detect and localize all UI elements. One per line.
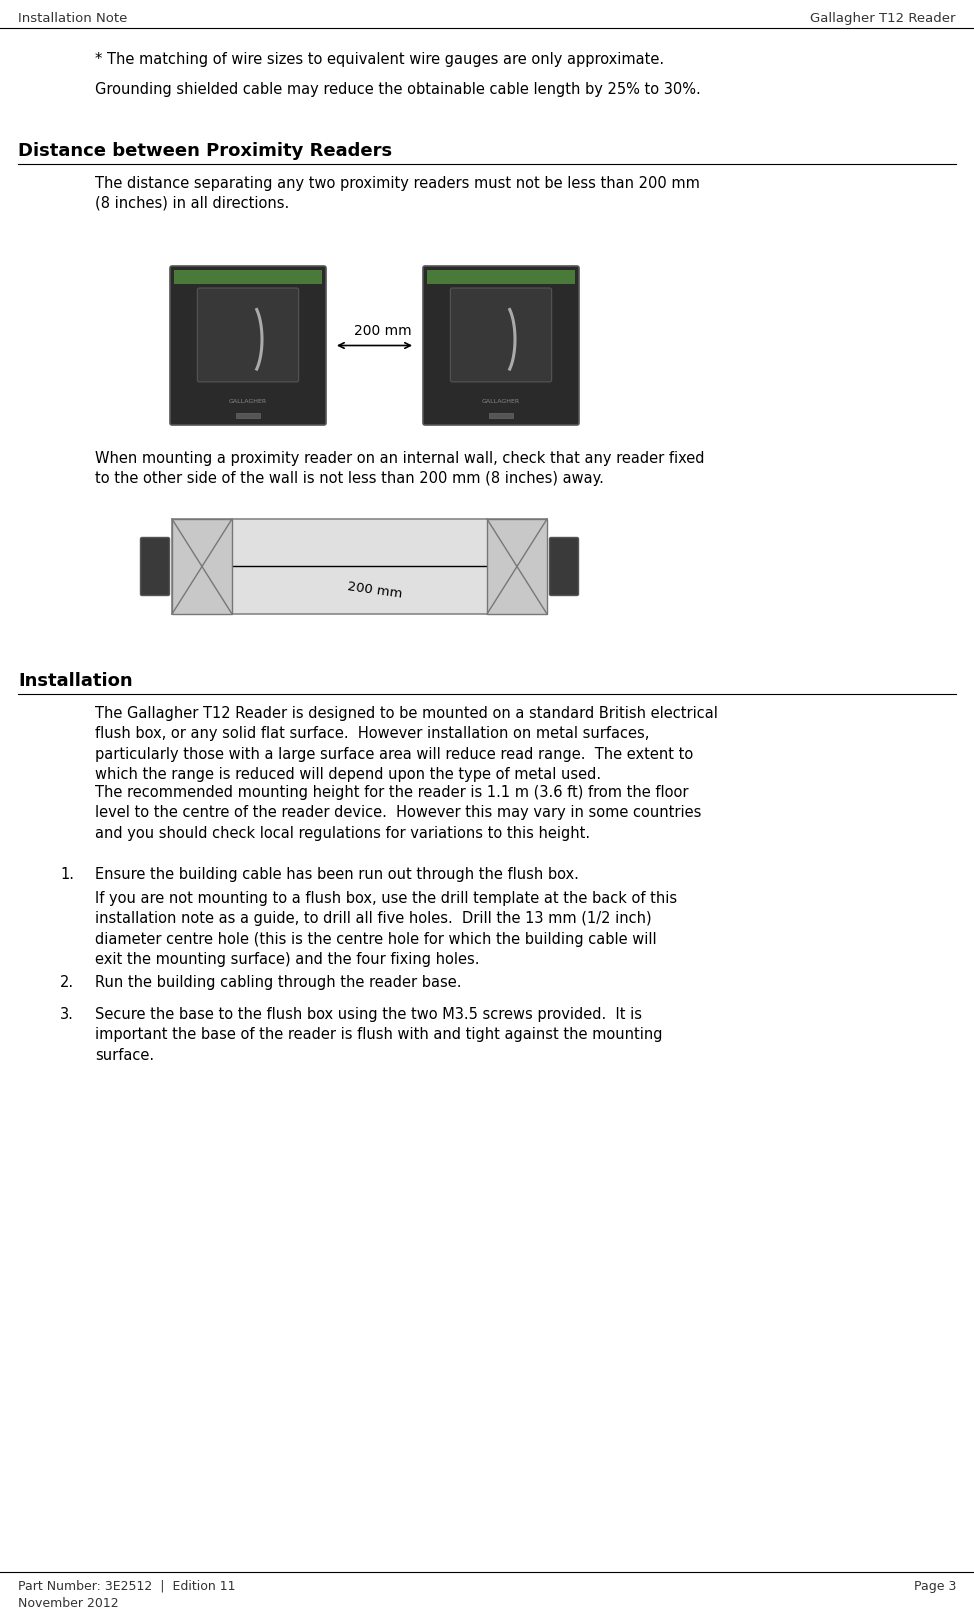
Bar (487, 519, 547, 613)
FancyBboxPatch shape (170, 265, 326, 426)
FancyBboxPatch shape (549, 537, 579, 595)
Text: The distance separating any two proximity readers must not be less than 200 mm
(: The distance separating any two proximit… (95, 176, 700, 210)
Text: The Gallagher T12 Reader is designed to be mounted on a standard British electri: The Gallagher T12 Reader is designed to … (95, 705, 718, 781)
Text: Installation Note: Installation Note (18, 11, 128, 24)
Text: Distance between Proximity Readers: Distance between Proximity Readers (18, 142, 393, 160)
FancyBboxPatch shape (198, 288, 299, 382)
Bar (427, 270, 575, 285)
Text: 2.: 2. (60, 976, 74, 990)
Text: 1.: 1. (60, 867, 74, 882)
Text: Secure the base to the flush box using the two M3.5 screws provided.  It is
impo: Secure the base to the flush box using t… (95, 1006, 662, 1063)
Text: The recommended mounting height for the reader is 1.1 m (3.6 ft) from the floor
: The recommended mounting height for the … (95, 785, 701, 841)
Text: 200 mm: 200 mm (346, 581, 403, 600)
Text: If you are not mounting to a flush box, use the drill template at the back of th: If you are not mounting to a flush box, … (95, 892, 677, 968)
FancyBboxPatch shape (423, 265, 579, 426)
Text: Installation: Installation (18, 671, 132, 689)
Text: Gallagher T12 Reader: Gallagher T12 Reader (810, 11, 956, 24)
Text: Run the building cabling through the reader base.: Run the building cabling through the rea… (95, 976, 462, 990)
Text: 3.: 3. (60, 1006, 74, 1023)
Bar (236, 413, 260, 417)
Text: November 2012: November 2012 (18, 1597, 119, 1610)
Text: GALLAGHER: GALLAGHER (229, 398, 267, 403)
Text: Page 3: Page 3 (914, 1581, 956, 1594)
Bar (489, 413, 513, 417)
Bar (172, 519, 547, 613)
Text: 200 mm: 200 mm (354, 324, 411, 338)
Text: When mounting a proximity reader on an internal wall, check that any reader fixe: When mounting a proximity reader on an i… (95, 451, 704, 485)
Bar (172, 519, 232, 613)
Text: Ensure the building cable has been run out through the flush box.: Ensure the building cable has been run o… (95, 867, 579, 882)
Text: * The matching of wire sizes to equivalent wire gauges are only approximate.: * The matching of wire sizes to equivale… (95, 52, 664, 66)
Text: GALLAGHER: GALLAGHER (482, 398, 520, 403)
Text: Grounding shielded cable may reduce the obtainable cable length by 25% to 30%.: Grounding shielded cable may reduce the … (95, 83, 700, 97)
FancyBboxPatch shape (450, 288, 551, 382)
Text: Part Number: 3E2512  |  Edition 11: Part Number: 3E2512 | Edition 11 (18, 1581, 236, 1594)
Bar (174, 270, 322, 285)
FancyBboxPatch shape (140, 537, 169, 595)
